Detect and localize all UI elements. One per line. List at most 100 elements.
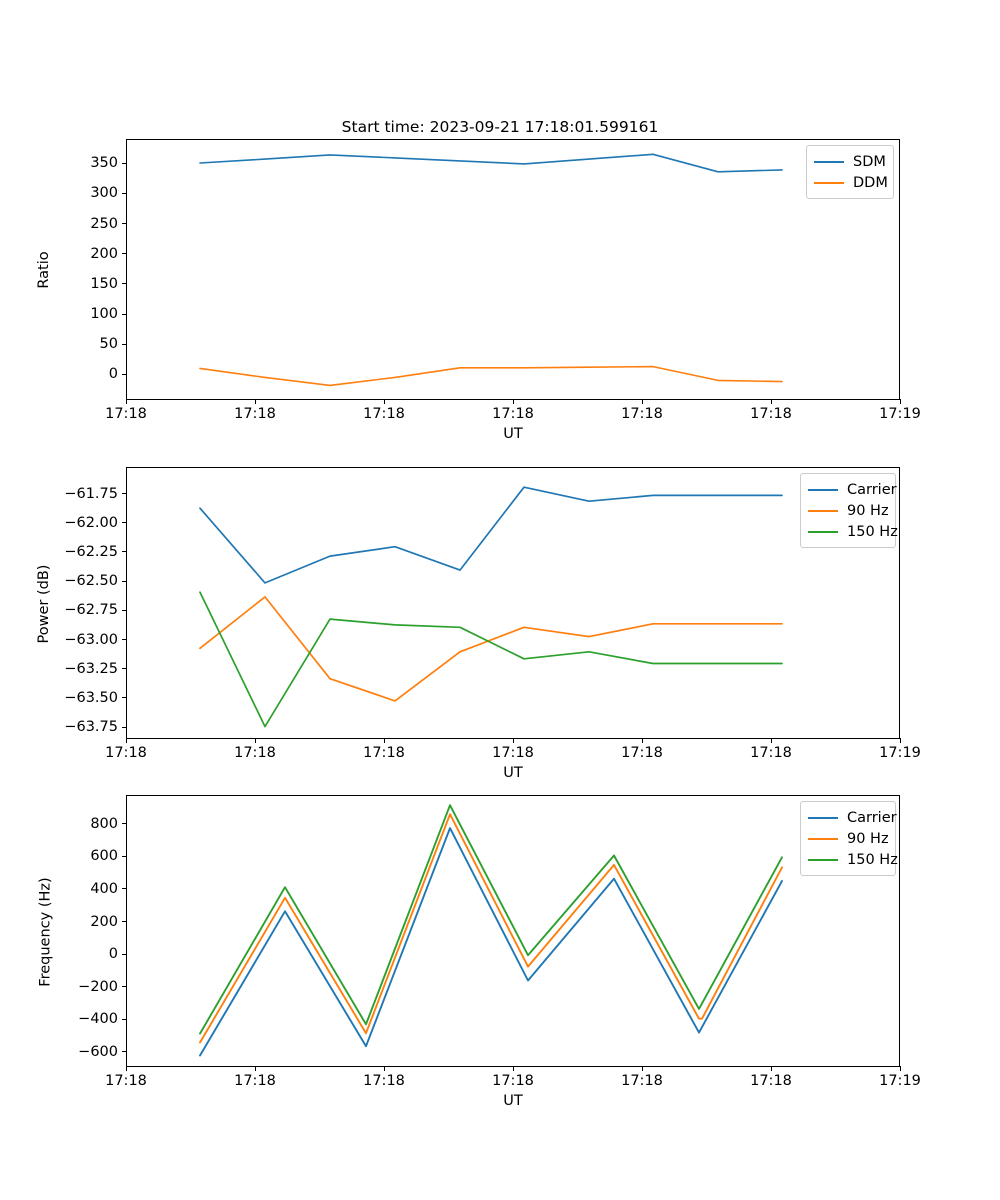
ytick-power-6300: −63.00 bbox=[64, 631, 118, 648]
ytick-mark bbox=[121, 253, 126, 255]
xtick-mark bbox=[126, 399, 128, 404]
legend-label-90hz: 90 Hz bbox=[847, 830, 889, 847]
series-line-carrier-power bbox=[199, 486, 783, 584]
legend-row-150hz-frequency[interactable]: 150 Hz bbox=[808, 849, 898, 870]
ytick-mark bbox=[121, 313, 126, 315]
legend-swatch-sdm bbox=[814, 160, 844, 163]
xtick-mark bbox=[513, 1066, 515, 1071]
ytick-power-6250: −62.50 bbox=[64, 573, 118, 590]
ytick-mark bbox=[121, 1018, 126, 1020]
xtick-mark bbox=[900, 1066, 902, 1071]
legend-power: Carrier 90 Hz 150 Hz bbox=[800, 473, 898, 548]
xtick-mark bbox=[513, 399, 515, 404]
ytick-power-6275: −62.75 bbox=[64, 602, 118, 619]
ytick-mark bbox=[121, 551, 126, 553]
xtick-ratio-2: 17:18 bbox=[363, 406, 405, 422]
series-line-ddm bbox=[199, 365, 783, 387]
series-line-90hz-power bbox=[199, 596, 783, 702]
legend-row-carrier-frequency[interactable]: Carrier bbox=[808, 807, 897, 828]
ytick-power-6375: −63.75 bbox=[64, 719, 118, 736]
legend-ratio: SDM DDM bbox=[806, 145, 894, 199]
series-line-150hz-frequency bbox=[199, 804, 783, 1035]
ytick-mark bbox=[121, 493, 126, 495]
xtick-power-3: 17:18 bbox=[492, 745, 534, 761]
legend-frequency: Carrier 90 Hz 150 Hz bbox=[800, 801, 898, 876]
series-line-150hz-power bbox=[199, 591, 783, 728]
series-line-carrier-frequency bbox=[199, 827, 783, 1057]
xtick-mark bbox=[255, 399, 257, 404]
ytick-ratio-350: 350 bbox=[90, 155, 118, 172]
xtick-mark bbox=[642, 738, 644, 743]
ytick-freq-m200: −200 bbox=[78, 978, 118, 995]
legend-label-90hz: 90 Hz bbox=[847, 502, 889, 519]
xtick-power-4: 17:18 bbox=[621, 745, 663, 761]
ytick-mark bbox=[121, 668, 126, 670]
legend-label-carrier: Carrier bbox=[847, 809, 897, 826]
legend-swatch-carrier bbox=[808, 488, 838, 491]
legend-swatch-150hz bbox=[808, 530, 838, 533]
xtick-freq-2: 17:18 bbox=[363, 1073, 405, 1089]
xtick-power-6: 17:19 bbox=[879, 745, 921, 761]
xtick-freq-0: 17:18 bbox=[105, 1073, 147, 1089]
ytick-mark bbox=[121, 726, 126, 728]
series-line-90hz-frequency bbox=[199, 813, 783, 1044]
legend-row-90hz-power[interactable]: 90 Hz bbox=[808, 500, 889, 521]
xtick-power-5: 17:18 bbox=[750, 745, 792, 761]
figure-title: Start time: 2023-09-21 17:18:01.599161 bbox=[341, 118, 659, 136]
xtick-ratio-0: 17:18 bbox=[105, 406, 147, 422]
ytick-freq-600: 600 bbox=[90, 848, 118, 865]
xtick-freq-4: 17:18 bbox=[621, 1073, 663, 1089]
xtick-freq-6: 17:19 bbox=[879, 1073, 921, 1089]
ytick-power-6350: −63.50 bbox=[64, 689, 118, 706]
ytick-mark bbox=[121, 986, 126, 988]
ytick-ratio-50: 50 bbox=[99, 336, 118, 353]
ytick-mark bbox=[121, 1051, 126, 1053]
xlabel-frequency: UT bbox=[503, 1093, 523, 1109]
xtick-mark bbox=[384, 399, 386, 404]
xlabel-power: UT bbox=[503, 765, 523, 781]
xtick-power-0: 17:18 bbox=[105, 745, 147, 761]
legend-label-150hz: 150 Hz bbox=[847, 851, 898, 868]
xtick-mark bbox=[771, 399, 773, 404]
legend-row-sdm[interactable]: SDM bbox=[814, 151, 886, 172]
xtick-mark bbox=[255, 738, 257, 743]
xtick-mark bbox=[771, 738, 773, 743]
xtick-mark bbox=[771, 1066, 773, 1071]
legend-label-carrier: Carrier bbox=[847, 481, 897, 498]
ytick-freq-0: 0 bbox=[108, 946, 118, 963]
xtick-mark bbox=[126, 1066, 128, 1071]
legend-row-90hz-frequency[interactable]: 90 Hz bbox=[808, 828, 889, 849]
legend-row-carrier-power[interactable]: Carrier bbox=[808, 479, 897, 500]
ytick-mark bbox=[121, 373, 126, 375]
panel-ratio: Start time: 2023-09-21 17:18:01.599161 3… bbox=[0, 0, 1000, 450]
ytick-mark bbox=[121, 888, 126, 890]
legend-label-sdm: SDM bbox=[853, 153, 886, 170]
series-line-sdm bbox=[199, 153, 783, 173]
legend-row-ddm[interactable]: DDM bbox=[814, 172, 888, 193]
xtick-mark bbox=[642, 399, 644, 404]
ytick-ratio-250: 250 bbox=[90, 215, 118, 232]
ytick-mark bbox=[121, 522, 126, 524]
axes-frame-ratio bbox=[126, 139, 900, 400]
xtick-freq-1: 17:18 bbox=[234, 1073, 276, 1089]
ytick-freq-800: 800 bbox=[90, 815, 118, 832]
xtick-mark bbox=[384, 738, 386, 743]
legend-row-150hz-power[interactable]: 150 Hz bbox=[808, 521, 898, 542]
ytick-mark bbox=[121, 697, 126, 699]
xtick-power-1: 17:18 bbox=[234, 745, 276, 761]
legend-swatch-90hz bbox=[808, 509, 838, 512]
ytick-mark bbox=[121, 855, 126, 857]
legend-swatch-carrier bbox=[808, 816, 838, 819]
ytick-mark bbox=[121, 223, 126, 225]
axes-frame-frequency bbox=[126, 795, 900, 1067]
xtick-mark bbox=[900, 399, 902, 404]
ytick-ratio-0: 0 bbox=[108, 366, 118, 383]
ytick-mark bbox=[121, 639, 126, 641]
ytick-power-6200: −62.00 bbox=[64, 514, 118, 531]
ytick-mark bbox=[121, 192, 126, 194]
ytick-power-6225: −62.25 bbox=[64, 543, 118, 560]
ytick-mark bbox=[121, 609, 126, 611]
ytick-ratio-150: 150 bbox=[90, 275, 118, 292]
